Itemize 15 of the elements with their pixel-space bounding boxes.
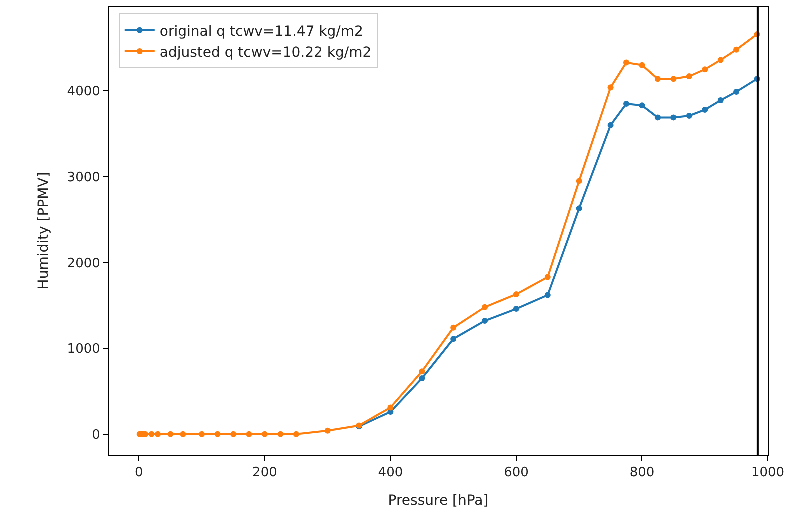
y-tick-label: 2000	[67, 256, 100, 272]
x-tick-label: 400	[378, 466, 404, 481]
y-tick-label: 0	[92, 428, 100, 443]
y-tick-label: 1000	[67, 342, 100, 358]
legend-label: original q tcwv=11.47 kg/m2	[160, 24, 364, 40]
y-tick-label: 3000	[67, 170, 100, 186]
y-tick-label: 4000	[67, 84, 100, 100]
x-tick-label: 600	[504, 466, 529, 481]
y-axis-title: Humidity [PPMV]	[36, 172, 52, 290]
legend-label: adjusted q tcwv=10.22 kg/m2	[160, 44, 372, 61]
x-tick-label: 800	[630, 466, 655, 481]
x-tick-label: 0	[135, 466, 144, 481]
x-tick-label: 200	[252, 466, 278, 481]
x-tick-label: 1000	[751, 466, 785, 481]
x-axis-title: Pressure [hPa]	[388, 492, 489, 509]
